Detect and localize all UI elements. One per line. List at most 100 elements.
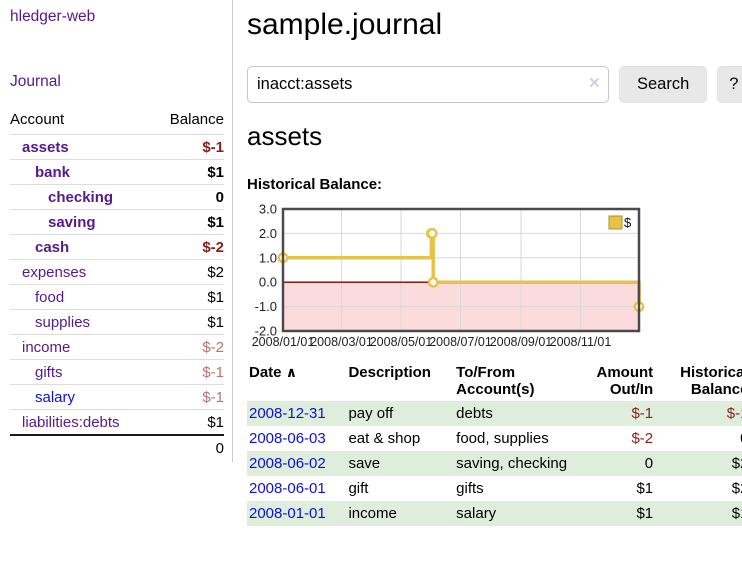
account-balance: $-2 [202, 338, 224, 356]
transaction-balance: $1 [731, 505, 742, 522]
transaction-description: eat & shop [348, 430, 421, 447]
svg-text:2008/05/01: 2008/05/01 [370, 335, 433, 349]
account-link-expenses[interactable]: expenses [22, 263, 87, 281]
register-row[interactable]: 2008-01-01 income salary $1 $1 [247, 501, 742, 526]
account-balance: $-1 [202, 138, 224, 156]
account-row: income $-2 [10, 334, 224, 360]
transaction-date-link[interactable]: 2008-06-03 [249, 430, 326, 447]
transaction-balance: 0 [655, 426, 742, 451]
transaction-amount: 0 [644, 455, 654, 472]
account-link-assets[interactable]: assets [22, 138, 69, 156]
page-title: sample.journal [247, 8, 443, 41]
account-balance: 0 [215, 188, 224, 206]
svg-text:2008/11/01: 2008/11/01 [550, 335, 612, 349]
transaction-amount: $-2 [631, 430, 654, 447]
register-row[interactable]: 2008-06-01 gift gifts $1 $2 [247, 476, 742, 501]
account-link-salary[interactable]: salary [35, 388, 76, 406]
transaction-amount: $1 [636, 480, 654, 497]
account-link-saving[interactable]: saving [48, 213, 96, 231]
chart-section-label: Historical Balance: [247, 176, 383, 193]
account-balance: $-1 [202, 388, 224, 406]
account-link-checking[interactable]: checking [48, 188, 114, 206]
register-header-date[interactable]: Date ∧ [247, 361, 346, 401]
transaction-description: save [348, 455, 381, 472]
search-button[interactable]: Search [619, 66, 708, 103]
transaction-accounts: debts [456, 405, 493, 422]
historical-balance-chart[interactable]: $3.0 2.0 1.0 0.0 -1.0 -2.0 2008/01/01 2008/03/0… [247, 202, 742, 353]
balance-column-header: Balance [169, 111, 224, 128]
account-link-cash[interactable]: cash [35, 238, 70, 256]
sidebar-item-journal[interactable]: Journal [10, 73, 61, 90]
app-layout: hledger-web Journal Account Balance asse… [0, 0, 742, 526]
account-row: liabilities:debts $1 [10, 409, 224, 436]
register-header-amount: Amount Out/In [596, 364, 654, 398]
transaction-description: pay off [348, 405, 394, 422]
transaction-date-link[interactable]: 2008-06-01 [249, 480, 326, 497]
sidebar: hledger-web Journal Account Balance asse… [0, 0, 233, 462]
date-header-label: Date [249, 364, 282, 381]
transaction-accounts: food, supplies [456, 430, 549, 447]
account-row: salary $-1 [10, 384, 224, 410]
transaction-amount: $-1 [631, 405, 654, 422]
account-link-income[interactable]: income [22, 338, 71, 356]
register-header-balance: Historical Balance [680, 364, 742, 398]
transaction-balance: $2 [731, 480, 742, 497]
account-row: bank $1 [10, 159, 224, 185]
account-link-gifts[interactable]: gifts [35, 363, 63, 381]
account-balance: $-1 [202, 363, 224, 381]
transaction-date-link[interactable]: 2008-01-01 [249, 505, 326, 522]
account-link-supplies[interactable]: supplies [35, 313, 91, 331]
account-balance: $1 [207, 213, 224, 231]
account-row: gifts $-1 [10, 359, 224, 385]
account-balance: $2 [207, 263, 224, 281]
transaction-date-link[interactable]: 2008-12-31 [249, 405, 326, 422]
transaction-balance: $2 [731, 455, 742, 472]
register-header-accounts: To/From Account(s) [456, 364, 535, 398]
account-row: checking 0 [10, 184, 224, 210]
register-row[interactable]: 2008-12-31 pay off debts $-1 $-1 [247, 401, 742, 426]
account-row: supplies $1 [10, 309, 224, 335]
account-balance: $1 [207, 163, 224, 181]
account-link-liabilities-debts[interactable]: liabilities:debts [22, 413, 120, 431]
account-row: cash $-2 [10, 234, 224, 260]
main-content: sample.journal × Search ? assets Histori… [233, 0, 742, 526]
transaction-description: income [348, 505, 397, 522]
svg-text:2008/07/01: 2008/07/01 [429, 335, 492, 349]
register-row[interactable]: 2008-06-03 eat & shop food, supplies $-2… [247, 426, 742, 451]
svg-text:1.0: 1.0 [259, 250, 277, 265]
account-balance: $1 [207, 313, 224, 331]
account-link-bank[interactable]: bank [35, 163, 71, 181]
svg-text:$: $ [624, 215, 632, 230]
svg-text:2008/01/01: 2008/01/01 [252, 335, 315, 349]
account-row: saving $1 [10, 209, 224, 235]
account-heading: assets [247, 121, 323, 151]
account-balance: $-2 [202, 238, 224, 256]
search-bar: × Search ? [247, 66, 742, 103]
account-row: expenses $2 [10, 259, 224, 285]
svg-text:0.0: 0.0 [259, 275, 277, 290]
chart-svg: $3.0 2.0 1.0 0.0 -1.0 -2.02008/01/012008/03/0… [252, 202, 645, 349]
svg-text:3.0: 3.0 [259, 202, 277, 217]
search-input[interactable] [247, 66, 609, 103]
transaction-description: gift [348, 480, 369, 497]
svg-text:2008/09/01: 2008/09/01 [490, 335, 553, 349]
account-row: assets $-1 [10, 134, 224, 160]
brand-link[interactable]: hledger-web [10, 8, 96, 25]
svg-text:-1.0: -1.0 [255, 299, 277, 314]
accounts-table: Account Balance assets $-1 bank $1 check… [10, 107, 224, 460]
account-link-food[interactable]: food [35, 288, 65, 306]
help-button[interactable]: ? [717, 66, 742, 103]
transaction-date-link[interactable]: 2008-06-02 [249, 455, 326, 472]
accounts-total-value: 0 [215, 439, 224, 457]
account-row: food $1 [10, 284, 224, 310]
clear-search-icon[interactable]: × [588, 73, 600, 94]
transaction-amount: $1 [636, 505, 654, 522]
accounts-total-row: 0 [10, 435, 224, 460]
sort-ascending-icon: ∧ [285, 364, 298, 380]
svg-text:-2.0: -2.0 [255, 324, 277, 339]
transaction-accounts: salary [456, 505, 497, 522]
account-balance: $1 [207, 413, 224, 431]
register-table: Date ∧ Description To/From Account(s) Am… [247, 361, 742, 526]
register-row[interactable]: 2008-06-02 save saving, checking 0 $2 [247, 451, 742, 476]
transaction-accounts: saving, checking [456, 455, 568, 472]
